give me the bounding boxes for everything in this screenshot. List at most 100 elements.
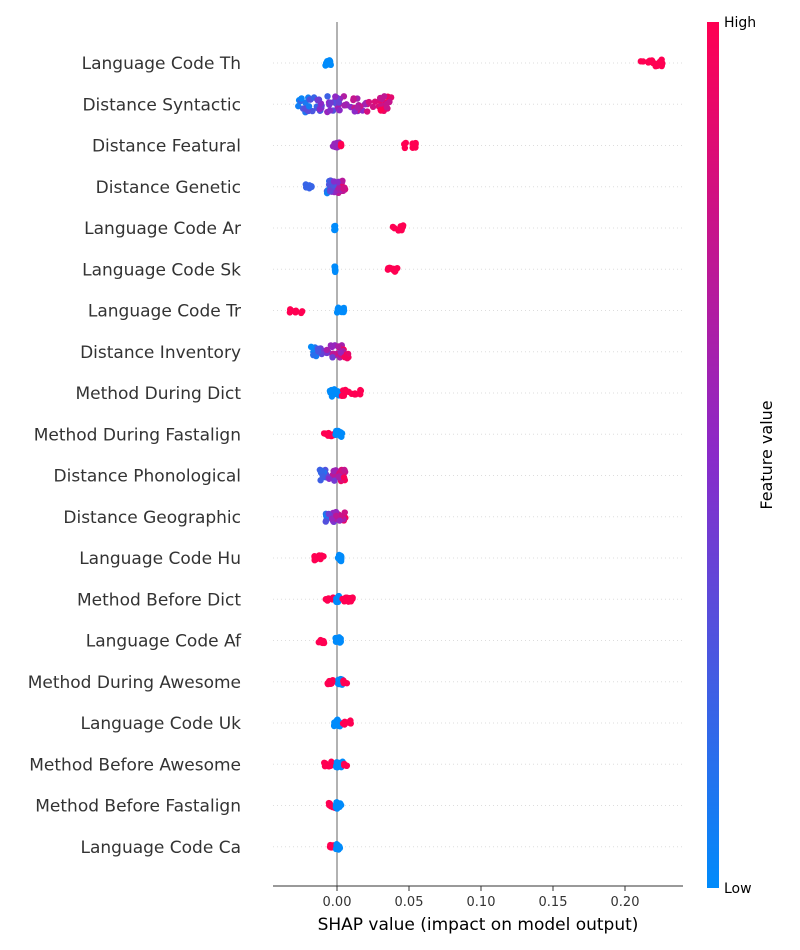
shap-point [387,264,394,272]
shap-point [350,96,357,104]
shap-point [330,178,338,185]
shap-point [336,517,343,524]
shap-point [340,677,347,685]
shap-point [371,98,379,105]
shap-point [369,103,377,111]
shap-point [331,721,338,728]
x-axis-title: SHAP value (impact on model output) [318,915,639,935]
shap-point [298,95,305,102]
shap-point [341,102,348,109]
feature-label: Method During Awesome [28,673,241,693]
shap-point [324,93,331,100]
feature-label: Method Before Dict [77,590,241,610]
shap-point [324,680,331,687]
shap-point [341,509,348,516]
shap-point [340,392,348,399]
shap-point [325,510,332,518]
feature-label: Language Code Th [82,54,241,74]
feature-label: Language Code Tr [88,302,241,322]
shap-point [330,467,337,475]
shap-point [320,553,327,560]
feature-label: Language Code Ca [80,838,241,858]
shap-point [337,428,344,436]
shap-point [377,106,385,113]
shap-point [337,349,344,356]
shap-point [298,308,306,315]
shap-point [335,554,343,562]
feature-label: Distance Inventory [80,343,241,363]
shap-point [335,635,342,643]
shap-point [332,266,339,274]
feature-label: Method During Dict [75,384,241,404]
shap-point [658,56,665,63]
shap-point [341,353,348,361]
shap-point [357,391,364,398]
shap-point [333,512,340,519]
shap-point [286,309,294,316]
shap-point [340,474,348,481]
x-axis: 0.00 0.05 0.10 0.15 0.20 [273,885,683,910]
shap-point [341,466,348,474]
x-tick-label: 0.05 [395,895,424,910]
shap-point [327,762,334,770]
shap-point [326,387,334,395]
shap-point [336,107,343,114]
shap-point [331,477,338,484]
shap-point [386,98,393,106]
shap-point [335,343,342,350]
shap-point [395,227,402,234]
shap-point [332,93,339,100]
feature-label: Distance Geographic [63,508,241,528]
shap-point [314,96,321,104]
shap-point [334,803,341,810]
shap-point [637,58,645,65]
feature-label: Language Code Sk [82,260,241,280]
feature-label: Language Code Ar [84,219,241,239]
shap-point [402,139,410,147]
shap-point [412,141,419,148]
shap-point [319,472,326,479]
shap-point [322,59,330,67]
shap-point [364,108,371,115]
shap-point [333,762,340,769]
shap-point [335,99,342,106]
shap-point [295,102,302,110]
colorbar-title: Feature value [757,400,776,509]
shap-points [286,56,666,853]
shap-point [337,142,345,149]
shap-point [321,762,329,770]
colorbar-gradient [707,22,719,888]
shap-point [307,343,315,351]
feature-label: Language Code Hu [79,549,241,569]
x-tick-label: 0.20 [611,895,640,910]
feature-label: Method Before Awesome [29,755,241,775]
colorbar-low-label: Low [724,881,752,897]
shap-point [351,391,359,398]
shap-point [343,594,351,601]
shap-point [334,184,342,191]
shap-point [327,107,334,114]
x-tick-label: 0.15 [539,895,568,910]
shap-point [354,104,361,111]
shap-point [339,308,347,315]
shap-point [333,390,341,398]
shap-point [645,59,652,66]
shap-point [339,177,346,184]
shap-point [319,637,326,645]
shap-point [308,182,315,190]
feature-label: Method During Fastalign [34,425,241,445]
x-tick-label: 0.00 [323,895,352,910]
shap-point [305,103,313,110]
x-tick-label: 0.10 [467,895,496,910]
feature-label: Distance Phonological [54,467,241,487]
shap-point [314,348,322,355]
shap-point [378,95,386,103]
shap-point [327,99,334,106]
shap-point [329,354,336,361]
shap-point [335,844,343,852]
colorbar: High Low Feature value [707,15,776,897]
feature-label: Language Code Uk [80,714,241,734]
colorbar-high-label: High [724,15,756,31]
feature-label: Method Before Fastalign [35,797,241,817]
shap-point [347,717,354,724]
